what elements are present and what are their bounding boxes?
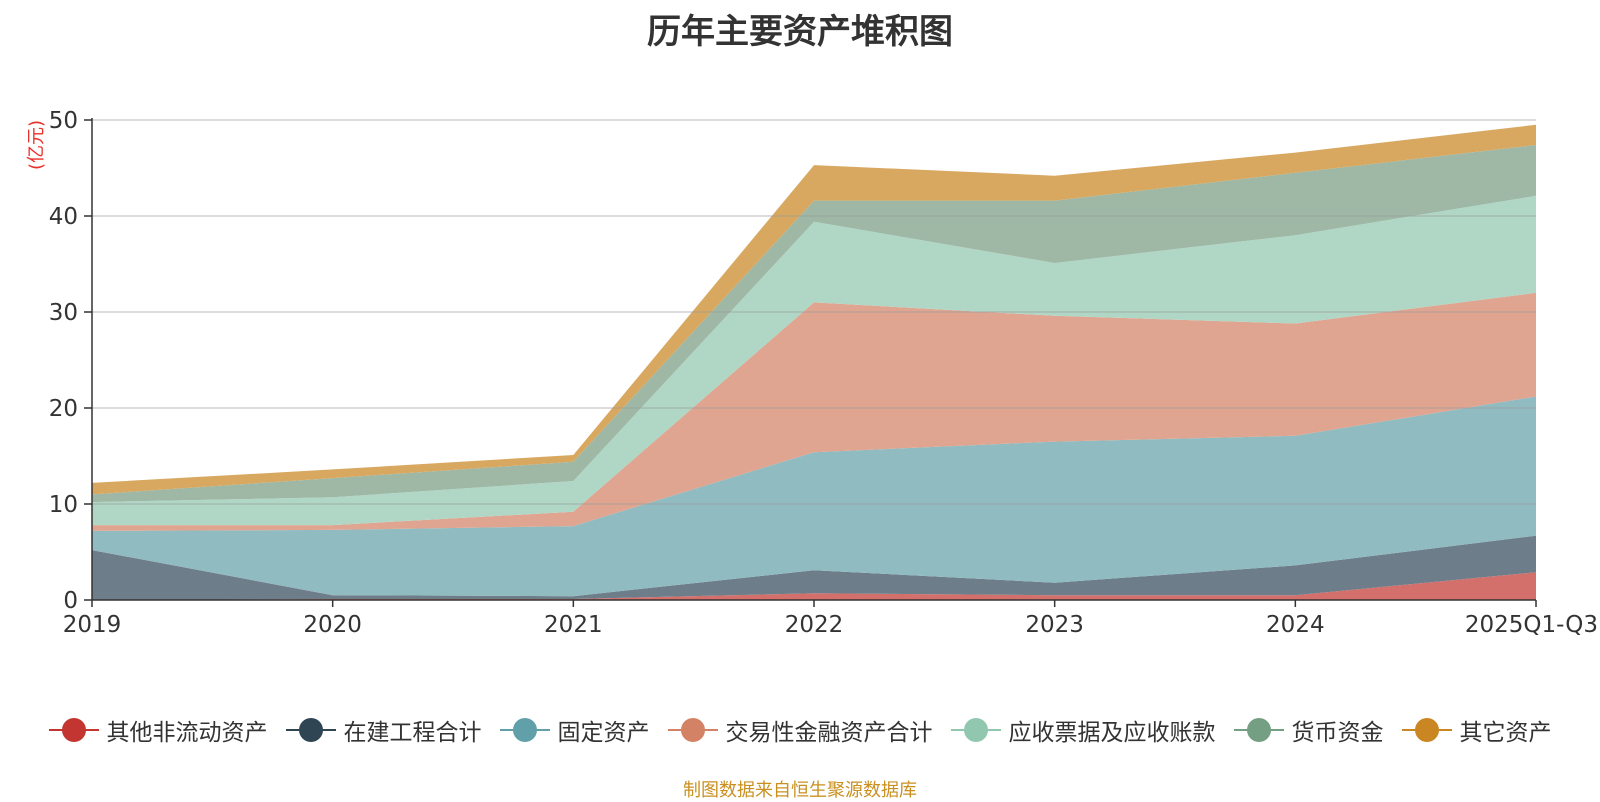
stacked-area-chart: 0 10 20 30 40 50 2019 2020 2021 2022 2023 2024 2025Q… — [49, 108, 1598, 638]
legend-marker-icon — [1233, 717, 1284, 743]
legend-item-3[interactable]: 交易性金融资产合计 — [667, 713, 933, 747]
y-tick-label-2: 20 — [49, 396, 78, 422]
x-tick-label-6: 2025Q1-Q3 — [1465, 612, 1598, 638]
x-tick-label-5: 2024 — [1266, 612, 1325, 638]
legend-item-1[interactable]: 在建工程合计 — [285, 713, 482, 747]
legend-item-5[interactable]: 货币资金 — [1233, 713, 1384, 747]
y-tick-label-0: 0 — [63, 588, 78, 614]
y-tick-label-5: 50 — [49, 108, 78, 134]
area-series-3 — [92, 292, 1536, 531]
legend-marker-icon — [499, 717, 550, 743]
legend-label: 固定资产 — [557, 720, 650, 746]
legend-item-4[interactable]: 应收票据及应收账款 — [950, 713, 1216, 747]
area-series-4 — [92, 195, 1536, 526]
legend-marker-icon — [1401, 717, 1452, 743]
area-series-2 — [92, 396, 1536, 597]
area-series-5 — [92, 145, 1536, 503]
legend-label: 在建工程合计 — [343, 720, 482, 746]
legend-label: 其他非流动资产 — [106, 720, 268, 746]
x-tick-label-3: 2022 — [785, 612, 844, 638]
x-tick-label-0: 2019 — [63, 612, 122, 638]
legend-marker-icon — [667, 717, 718, 743]
y-tick-label-4: 40 — [49, 204, 78, 230]
y-tick-label-1: 10 — [49, 492, 78, 518]
y-tick-label-3: 30 — [49, 300, 78, 326]
area-series-6 — [92, 124, 1536, 495]
data-source-note: 制图数据来自恒生聚源数据库 — [683, 780, 917, 801]
chart-title: 历年主要资产堆积图 — [647, 12, 953, 52]
legend-label: 应收票据及应收账款 — [1008, 720, 1216, 746]
chart-legend: 其他非流动资产 在建工程合计 固定资产 交易性金融资产合计 应收票据及应收账款 货币资金 其… — [0, 712, 1600, 748]
legend-item-2[interactable]: 固定资产 — [499, 713, 650, 747]
legend-marker-icon — [950, 717, 1001, 743]
legend-item-0[interactable]: 其他非流动资产 — [48, 713, 268, 747]
x-tick-label-4: 2023 — [1025, 612, 1084, 638]
legend-label: 其它资产 — [1459, 720, 1552, 746]
area-series-0 — [92, 572, 1536, 600]
area-series-1 — [92, 535, 1536, 600]
legend-marker-icon — [285, 717, 336, 743]
legend-marker-icon — [48, 717, 99, 743]
legend-item-6[interactable]: 其它资产 — [1401, 713, 1552, 747]
legend-label: 货币资金 — [1291, 720, 1384, 746]
x-tick-label-2: 2021 — [544, 612, 603, 638]
x-tick-label-1: 2020 — [303, 612, 362, 638]
legend-label: 交易性金融资产合计 — [725, 720, 933, 746]
